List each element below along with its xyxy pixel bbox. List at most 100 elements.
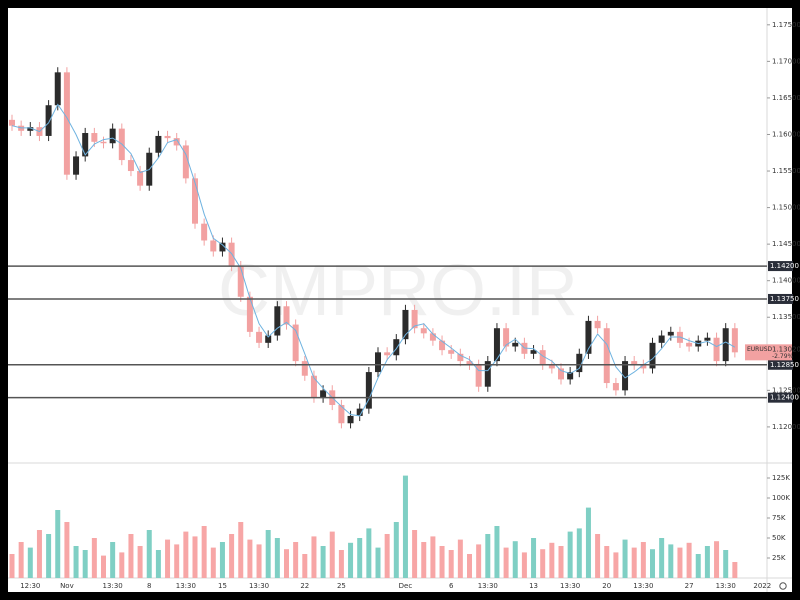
level-label-box xyxy=(768,359,793,370)
volume-bar xyxy=(119,552,125,578)
volume-bar xyxy=(421,542,427,578)
candle-body xyxy=(658,335,665,343)
y-tick-label: 1.17000 xyxy=(772,57,800,65)
candle-body xyxy=(54,72,61,106)
volume-bar xyxy=(82,550,88,578)
watermark: CMPRO.IR xyxy=(218,251,578,331)
candle-body xyxy=(63,72,70,175)
candle-body xyxy=(301,361,308,376)
volume-bar xyxy=(137,546,143,578)
candle-body xyxy=(576,353,583,373)
volume-bar xyxy=(357,538,363,578)
volume-bar xyxy=(146,530,152,578)
candle-body xyxy=(420,328,427,334)
volume-bar xyxy=(494,526,500,578)
candle-body xyxy=(722,328,729,362)
candle-body xyxy=(612,383,619,391)
level-label-box xyxy=(768,392,793,403)
volume-bar xyxy=(165,539,171,578)
y-tick-label: 1.15500 xyxy=(772,167,800,175)
candle-body xyxy=(585,320,592,354)
volume-bar xyxy=(366,528,372,578)
volume-bar xyxy=(585,507,591,578)
candle-body xyxy=(164,135,171,139)
candle-body xyxy=(686,342,693,347)
x-tick-label: Dec xyxy=(399,582,413,590)
candle-body xyxy=(457,353,464,362)
volume-bar xyxy=(110,542,116,578)
volume-bar xyxy=(402,475,408,578)
candle-body xyxy=(27,127,34,131)
volume-bar xyxy=(714,541,720,578)
volume-bar xyxy=(595,534,601,578)
y-tick-label: 1.12500 xyxy=(772,386,800,394)
candle-body xyxy=(91,133,98,142)
volume-bar xyxy=(467,554,472,578)
candle-body xyxy=(667,331,674,336)
candle-body xyxy=(45,105,52,136)
symbol-label: EURUSD xyxy=(747,346,773,353)
candle-body xyxy=(731,328,738,353)
candle-body xyxy=(594,320,601,329)
volume-bar xyxy=(265,530,271,578)
volume-bar xyxy=(723,550,729,578)
y-tick-label: 1.17500 xyxy=(772,21,800,29)
candle-body xyxy=(265,335,272,343)
volume-bar xyxy=(247,539,253,578)
candle-body xyxy=(402,309,409,340)
candle-body xyxy=(310,375,317,398)
x-tick-label: 13:30 xyxy=(560,582,580,590)
y-tick-label: 1.16500 xyxy=(772,94,800,102)
volume-bar xyxy=(329,531,335,578)
candle-body xyxy=(567,372,574,380)
volume-bar xyxy=(64,522,70,578)
candle-body xyxy=(365,372,372,409)
x-tick-label: 13:30 xyxy=(716,582,736,590)
volume-bar xyxy=(686,542,692,578)
volume-bar xyxy=(695,554,701,578)
x-tick-label: 27 xyxy=(685,582,694,590)
candle-body xyxy=(109,128,116,144)
volume-bar xyxy=(256,544,262,578)
volume-bar xyxy=(219,542,225,578)
level-label: 1.13750 xyxy=(770,295,799,303)
candle-body xyxy=(393,339,400,356)
x-tick-label: 2022 xyxy=(753,582,771,590)
chart-background xyxy=(8,8,792,592)
candle-body xyxy=(503,328,510,347)
volume-bar xyxy=(430,536,436,578)
candle-body xyxy=(338,404,345,424)
candle-body xyxy=(192,178,198,224)
candle-body xyxy=(475,364,482,387)
x-tick-label: 13:30 xyxy=(478,582,498,590)
x-tick-label: Nov xyxy=(60,582,74,590)
volume-tick-label: 125K xyxy=(772,474,790,482)
y-tick-label: 1.14000 xyxy=(772,277,800,285)
volume-tick-label: 75K xyxy=(772,514,786,522)
volume-bar xyxy=(284,549,289,578)
candle-body xyxy=(210,240,217,252)
volume-bar xyxy=(338,550,344,578)
volume-bar xyxy=(9,554,15,578)
candle-body xyxy=(201,223,208,241)
candle-body xyxy=(640,364,647,369)
last-price-box xyxy=(745,344,792,361)
volume-bar xyxy=(704,546,710,578)
volume-tick-label: 100K xyxy=(772,494,790,502)
volume-bar xyxy=(320,546,326,578)
candle-body xyxy=(603,328,610,384)
volume-bar xyxy=(457,539,463,578)
y-tick-label: 1.13500 xyxy=(772,313,800,321)
y-tick-label: 1.12000 xyxy=(772,423,800,431)
candle-body xyxy=(539,350,546,365)
volume-bar xyxy=(311,536,317,578)
candle-body xyxy=(512,342,519,347)
x-tick-label: 25 xyxy=(337,582,346,590)
x-tick-label: 12:30 xyxy=(20,582,40,590)
candle-body xyxy=(155,135,162,153)
candle-body xyxy=(173,138,180,146)
settings-icon[interactable] xyxy=(779,582,787,590)
level-label: 1.12850 xyxy=(770,361,799,369)
